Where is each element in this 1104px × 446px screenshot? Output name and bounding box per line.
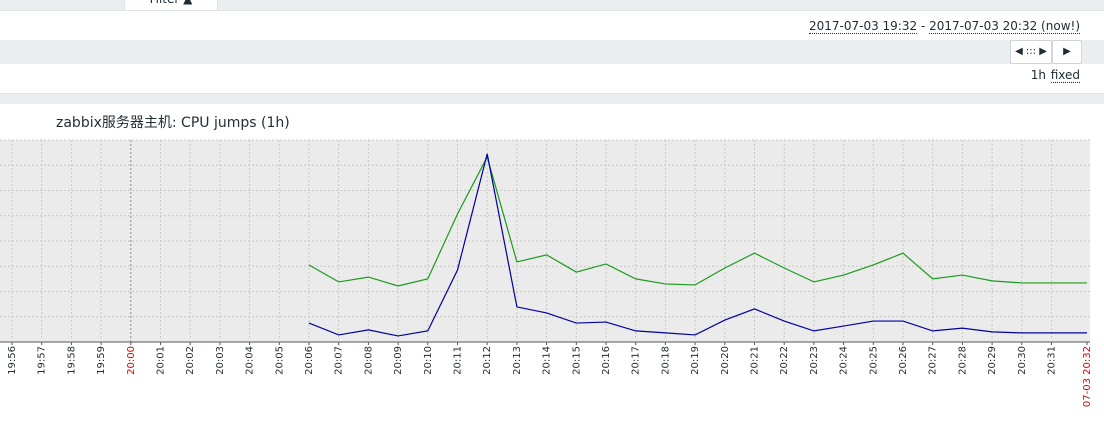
x-tick-label: 07-03 20:32 [1082,346,1093,407]
x-tick-label: 20:17 [631,346,642,375]
x-tick-label: 20:11 [453,346,464,375]
x-tick-label: 19:59 [96,346,107,375]
x-tick-label: 20:06 [304,346,315,375]
x-tick-label: 20:21 [750,346,761,375]
x-tick-label: 20:15 [571,346,582,375]
x-tick-label: 20:16 [601,346,612,375]
x-tick-label: 20:03 [215,346,226,375]
x-tick-label: 20:27 [928,346,939,375]
next-button[interactable]: ▶ [1052,40,1082,64]
x-tick-label: 19:58 [66,346,77,375]
time-from[interactable]: 2017-07-03 19:32 [808,19,918,34]
x-tick-label: 20:20 [720,346,731,375]
top-band [0,0,1104,11]
x-tick-label: 20:19 [690,346,701,375]
divider-band [0,93,1104,104]
x-tick-label: 20:13 [512,346,523,375]
x-tick-label: 20:18 [660,346,671,375]
x-tick-label: 20:14 [542,346,553,375]
x-tick-label: 19:56 [7,346,18,375]
time-to[interactable]: 2017-07-03 20:32 (now!) [929,19,1080,34]
mode[interactable]: fixed [1050,68,1080,83]
x-tick-label: 19:57 [37,346,48,375]
filter-tab[interactable]: Filter ▲ [124,0,218,11]
period: 1h [1030,68,1046,82]
x-tick-label: 20:23 [809,346,820,375]
scroll-button[interactable]: ◀ ::: ▶ [1010,40,1052,64]
time-separator: - [920,19,926,33]
x-tick-label: 20:10 [423,346,434,375]
x-tick-label: 20:00 [126,346,137,375]
x-tick-label: 20:08 [363,346,374,375]
series-line [308,155,1087,287]
x-tick-label: 20:02 [185,346,196,375]
x-tick-label: 20:09 [393,346,404,375]
x-tick-label: 20:12 [482,346,493,375]
x-tick-label: 20:28 [957,346,968,375]
x-tick-label: 20:04 [245,346,256,375]
series-line [308,153,1087,337]
time-range: 2017-07-03 19:32 - 2017-07-03 20:32 (now… [808,19,1080,34]
button-band [0,40,1104,64]
x-tick-label: 20:22 [779,346,790,375]
x-tick-label: 20:24 [839,346,850,375]
x-tick-label: 20:07 [334,346,345,375]
x-tick-label: 20:25 [868,346,879,375]
chart-title: zabbix服务器主机: CPU jumps (1h) [56,115,290,131]
x-tick-label: 20:31 [1047,346,1058,375]
x-tick-label: 20:29 [987,346,998,375]
x-tick-label: 20:05 [274,346,285,375]
x-tick-label: 20:01 [156,346,167,375]
x-tick-label: 20:26 [898,346,909,375]
x-tick-label: 20:30 [1017,346,1028,375]
